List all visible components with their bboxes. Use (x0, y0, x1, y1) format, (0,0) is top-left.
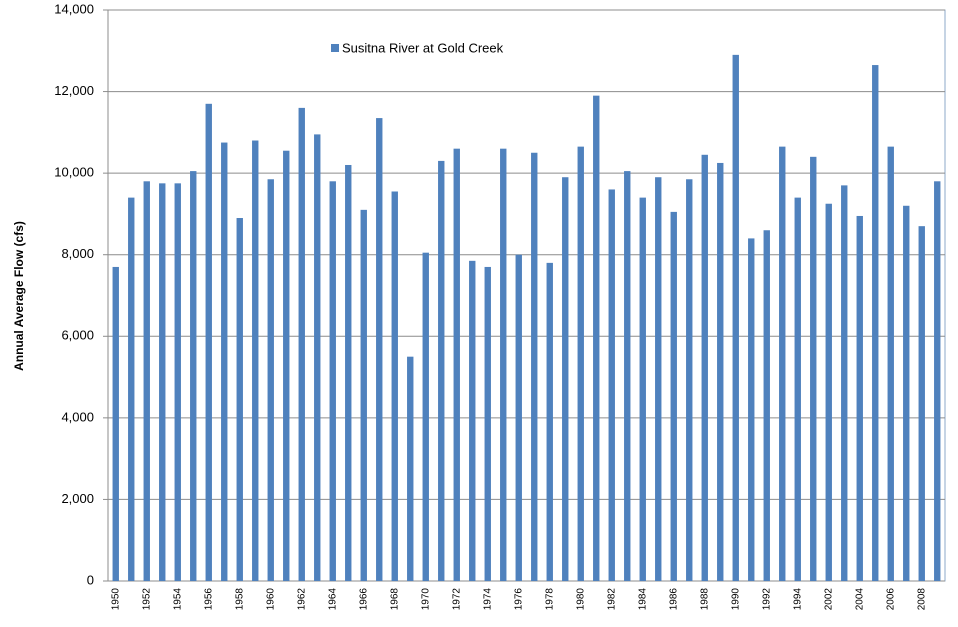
y-tick-label: 6,000 (61, 328, 94, 343)
x-tick-label: 2008 (916, 588, 927, 611)
bar (345, 164, 352, 581)
x-tick-label: 2006 (885, 588, 896, 611)
bar (159, 183, 166, 581)
bar (128, 197, 135, 581)
bar (438, 160, 445, 581)
bar (407, 356, 414, 581)
bar (174, 183, 181, 581)
bar (252, 140, 259, 581)
bar (469, 260, 476, 581)
x-tick-label: 2002 (823, 588, 834, 611)
x-tick-label: 1956 (203, 588, 214, 611)
bar (391, 191, 398, 581)
x-tick-label: 1962 (296, 588, 307, 611)
bar (236, 218, 243, 581)
y-tick-label: 10,000 (54, 165, 94, 180)
bar (562, 177, 569, 581)
y-tick-label: 8,000 (61, 246, 94, 261)
bar (903, 205, 910, 581)
bar (608, 189, 615, 581)
bar (283, 150, 290, 582)
bar (314, 134, 321, 581)
bar (763, 230, 770, 581)
bar (918, 226, 925, 581)
bar (934, 181, 941, 582)
x-tick-label: 1952 (141, 588, 152, 611)
bar (701, 154, 708, 581)
bar (686, 179, 693, 581)
y-tick-label: 12,000 (54, 83, 94, 98)
bar (872, 65, 879, 581)
x-tick-label: 1988 (699, 588, 710, 611)
x-tick-label: 1964 (327, 588, 338, 611)
bar (190, 171, 197, 581)
bar (298, 107, 305, 581)
bar (655, 177, 662, 581)
y-axis-title: Annual Average Flow (cfs) (12, 221, 26, 371)
x-tick-label: 1950 (110, 588, 121, 611)
bar (546, 262, 553, 581)
y-tick-label: 0 (87, 572, 94, 587)
bar (624, 171, 631, 581)
x-tick-label: 1994 (792, 588, 803, 611)
bar (221, 142, 228, 581)
bar (531, 152, 538, 581)
bar (205, 103, 212, 582)
bar (732, 54, 739, 582)
bar (593, 95, 600, 582)
bar (515, 254, 522, 581)
legend-label: Susitna River at Gold Creek (342, 40, 504, 55)
x-tick-label: 1960 (265, 588, 276, 611)
plot-area (107, 9, 946, 582)
bar (577, 146, 584, 581)
bar (484, 266, 491, 581)
x-tick-label: 1970 (420, 588, 431, 611)
bar (810, 156, 817, 582)
bar (887, 146, 894, 581)
bar (267, 179, 274, 581)
x-tick-label: 1978 (544, 588, 555, 611)
bar (112, 266, 119, 581)
x-tick-label: 1986 (668, 588, 679, 611)
bar (779, 146, 786, 581)
bar (360, 209, 367, 581)
y-tick-label: 2,000 (61, 491, 94, 506)
bar (825, 203, 832, 581)
x-tick-label: 1966 (358, 588, 369, 611)
x-tick-label: 1980 (575, 588, 586, 611)
x-tick-label: 1992 (761, 588, 772, 611)
x-tick-label: 1968 (389, 588, 400, 611)
bar (376, 118, 383, 581)
x-tick-label: 1972 (451, 588, 462, 611)
bar (639, 197, 646, 581)
bar (794, 197, 801, 581)
x-tick-label: 1990 (730, 588, 741, 611)
bar (329, 181, 336, 582)
bar (453, 148, 460, 581)
x-tick-label: 1954 (172, 588, 183, 611)
bar (500, 148, 507, 581)
bar (717, 162, 724, 582)
x-tick-label: 1984 (637, 588, 648, 611)
bar (748, 238, 755, 581)
x-tick-label: 2004 (854, 588, 865, 611)
bar (670, 211, 677, 581)
y-tick-label: 4,000 (61, 409, 94, 424)
bar (841, 185, 848, 581)
legend-swatch (331, 44, 339, 52)
y-tick-label: 14,000 (54, 1, 94, 16)
x-tick-label: 1958 (234, 588, 245, 611)
bar (856, 215, 863, 582)
x-tick-label: 1976 (513, 588, 524, 611)
x-tick-label: 1974 (482, 588, 493, 611)
bar (143, 181, 150, 582)
x-tick-label: 1982 (606, 588, 617, 611)
bar (422, 252, 429, 582)
